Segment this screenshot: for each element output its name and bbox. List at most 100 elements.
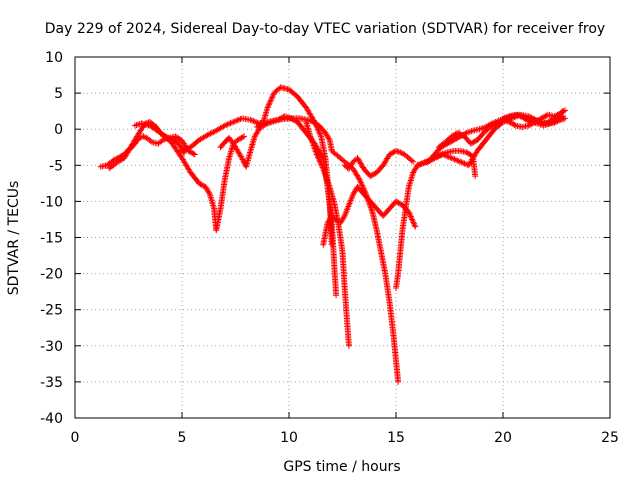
data-point [389,150,396,157]
data-point [198,181,205,188]
data-point [506,118,513,125]
data-point [488,123,495,130]
x-tick-label: 10 [280,430,298,446]
series-arc-4 [179,84,335,248]
data-point [210,129,217,136]
data-point [317,160,324,167]
data-point [318,163,325,170]
data-point [431,155,438,162]
data-point [411,222,418,229]
data-point [190,150,197,157]
data-point [367,173,374,180]
data-point [333,292,340,299]
data-point [451,156,458,163]
data-point [317,158,324,165]
data-point [191,151,198,158]
data-point [455,129,462,136]
data-point [356,176,363,183]
x-tick-label: 15 [387,430,405,446]
data-point [315,155,322,162]
data-point [467,140,474,147]
data-point [237,135,244,142]
data-point [223,121,230,128]
data-point [226,120,233,127]
data-point [461,160,468,167]
data-point [183,146,190,153]
data-point [269,92,276,99]
y-tick-label: -35 [40,375,63,391]
data-point [437,152,444,159]
data-point [457,158,464,165]
data-point [227,120,234,127]
data-point [395,378,402,385]
data-point [179,147,185,154]
series-arc-6 [253,115,402,385]
data-point [206,131,213,138]
data-points [97,84,569,385]
data-point [460,159,467,166]
data-point [526,121,533,128]
data-point [359,183,366,190]
data-point [180,147,187,154]
data-point [147,137,154,144]
data-point [316,129,323,136]
data-point [141,134,148,141]
data-point [397,149,404,156]
y-tick-label: -20 [40,267,63,283]
data-point [316,157,323,164]
data-point [454,134,461,141]
series-arc-9 [341,147,417,180]
data-point [525,122,532,129]
data-point [529,120,536,127]
data-point [448,155,455,162]
data-point [140,133,147,140]
y-tick-label: -10 [40,194,63,210]
data-point [447,154,454,161]
data-point [409,216,416,223]
data-point [430,155,437,162]
series-arc-14 [500,111,569,127]
data-point [511,121,518,128]
data-point [450,137,457,144]
data-point [471,138,478,145]
data-point [451,131,458,138]
series-arc-10 [393,147,479,292]
data-point [415,161,422,168]
x-tick-label: 5 [178,430,187,446]
data-point [410,220,417,227]
data-point [427,156,434,163]
data-point [205,189,212,196]
data-point [340,214,347,221]
data-point [359,182,366,189]
data-point [253,119,260,126]
data-point [318,161,325,168]
data-point [449,132,456,139]
data-point [435,153,442,160]
data-point [265,101,272,108]
data-point [394,199,401,206]
data-point [492,121,499,128]
data-point [233,117,240,124]
y-tick-label: -15 [40,231,63,247]
data-point [410,158,417,165]
x-tick-label: 20 [494,430,512,446]
data-point [231,118,238,125]
y-tick-label: -40 [40,411,63,427]
data-point [181,146,188,153]
data-point [369,171,376,178]
data-point [441,152,448,159]
data-point [425,157,432,164]
data-point [357,178,364,185]
data-point [542,113,549,120]
data-point [204,131,211,138]
data-point [469,139,476,146]
data-point [456,130,463,137]
y-tick-label: -5 [49,158,63,174]
y-tick-label: 0 [54,122,63,138]
y-tick-label: 10 [45,50,63,66]
data-point [407,212,414,219]
data-point [442,152,449,159]
data-point [407,213,414,220]
data-point [358,181,365,188]
